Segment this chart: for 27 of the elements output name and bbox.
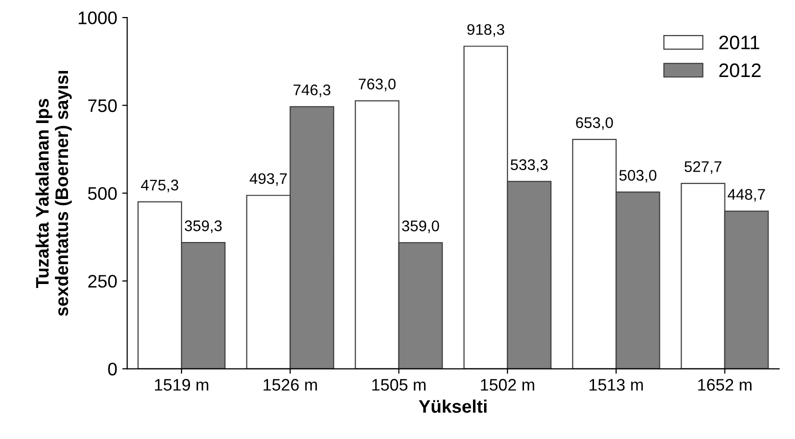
data-label: 746,3 <box>294 84 330 98</box>
y-tick-label: 0 <box>108 362 117 376</box>
data-label: 475,3 <box>141 180 178 192</box>
y-tick-label: 500 <box>88 187 117 200</box>
data-label: 533,3 <box>510 159 548 172</box>
data-label: 918,3 <box>467 24 504 37</box>
y-tick-label: 250 <box>88 274 117 288</box>
x-tick-label: 1505 m <box>372 378 426 391</box>
y-axis-title: Tuzakta Yakalanan Ips sexdentatus (Boerner) sayısı <box>35 70 72 316</box>
x-tick-label: 1513 m <box>590 378 643 391</box>
legend-label: 2012 <box>719 63 761 78</box>
data-label: 448,7 <box>728 189 765 202</box>
y-tick-label: 1000 <box>78 11 117 24</box>
data-label: 763,0 <box>358 78 396 92</box>
x-axis-title: Yükselti <box>418 400 486 413</box>
data-label: 359,0 <box>402 220 440 234</box>
x-tick-label: 1526 m <box>264 378 317 391</box>
data-label: 493,7 <box>250 173 287 186</box>
x-tick-label: 1502 m <box>480 378 534 391</box>
legend-label: 2011 <box>719 36 760 50</box>
y-tick-label: 750 <box>88 99 117 112</box>
x-tick-label: 1519 m <box>155 378 208 391</box>
x-tick-label: 1652 m <box>698 378 752 391</box>
data-label: 359,3 <box>184 220 222 234</box>
data-label: 653,0 <box>576 117 613 130</box>
data-label: 527,7 <box>684 161 722 174</box>
data-label: 503,0 <box>619 170 656 183</box>
